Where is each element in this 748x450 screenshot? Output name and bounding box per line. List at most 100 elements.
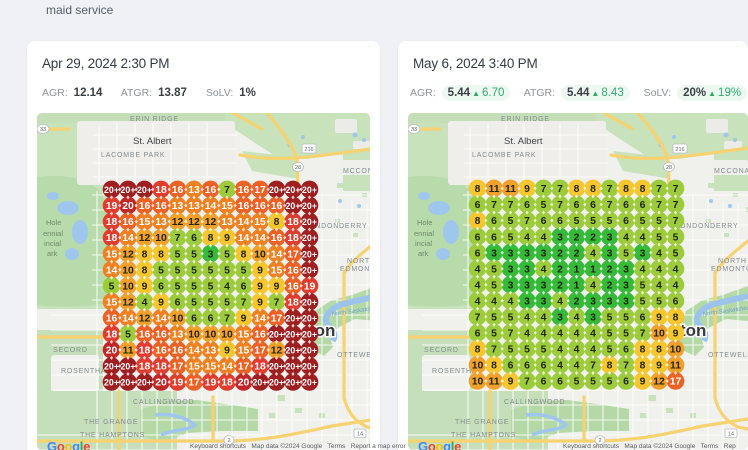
svg-text:15: 15	[106, 297, 118, 308]
svg-text:11: 11	[123, 346, 134, 357]
svg-text:20+: 20+	[253, 378, 268, 388]
svg-text:4: 4	[142, 297, 148, 308]
svg-text:5: 5	[191, 249, 197, 260]
svg-text:16: 16	[106, 314, 118, 325]
svg-text:20+: 20+	[302, 362, 317, 372]
svg-text:6: 6	[541, 216, 547, 227]
svg-text:7: 7	[541, 184, 547, 195]
svg-text:15: 15	[221, 201, 233, 212]
svg-text:15: 15	[188, 362, 200, 373]
svg-text:10: 10	[472, 377, 484, 388]
svg-text:7: 7	[274, 297, 280, 308]
svg-text:20+: 20+	[137, 185, 152, 195]
svg-text:9: 9	[257, 281, 263, 292]
svg-text:7: 7	[673, 216, 679, 227]
svg-text:16: 16	[155, 346, 167, 357]
svg-text:20+: 20+	[302, 265, 317, 275]
svg-text:14: 14	[106, 265, 118, 276]
svg-text:18: 18	[287, 217, 299, 228]
svg-text:16: 16	[271, 233, 283, 244]
svg-text:5: 5	[175, 281, 181, 292]
svg-text:20: 20	[122, 201, 134, 212]
svg-text:6: 6	[590, 200, 596, 211]
svg-text:19: 19	[106, 201, 118, 212]
svg-text:17: 17	[287, 249, 299, 260]
svg-text:5: 5	[508, 216, 514, 227]
svg-text:7: 7	[175, 233, 181, 244]
svg-text:3: 3	[541, 296, 547, 307]
svg-text:13: 13	[205, 346, 217, 357]
svg-text:5: 5	[524, 345, 530, 356]
svg-text:12: 12	[205, 217, 217, 228]
svg-text:1: 1	[590, 264, 596, 275]
svg-text:4: 4	[656, 280, 662, 291]
svg-text:4: 4	[574, 361, 580, 372]
svg-text:9: 9	[656, 361, 662, 372]
svg-text:7: 7	[607, 184, 613, 195]
svg-text:7: 7	[557, 184, 563, 195]
svg-text:16: 16	[254, 201, 266, 212]
svg-text:12: 12	[188, 217, 200, 228]
svg-text:5: 5	[656, 296, 662, 307]
svg-text:10: 10	[172, 314, 184, 325]
svg-text:11: 11	[489, 184, 500, 195]
svg-text:15: 15	[271, 265, 283, 276]
svg-text:4: 4	[524, 232, 530, 243]
svg-text:7: 7	[508, 200, 514, 211]
svg-text:2: 2	[574, 248, 580, 259]
svg-text:3: 3	[623, 296, 629, 307]
svg-text:8: 8	[640, 345, 646, 356]
svg-text:3: 3	[524, 280, 530, 291]
svg-text:2: 2	[590, 232, 596, 243]
svg-text:14: 14	[238, 233, 250, 244]
svg-text:20+: 20+	[269, 185, 284, 195]
svg-text:20+: 20+	[302, 330, 317, 340]
svg-text:3: 3	[607, 232, 613, 243]
svg-text:3: 3	[524, 296, 530, 307]
svg-text:10: 10	[122, 265, 134, 276]
svg-text:16: 16	[139, 201, 151, 212]
svg-text:7: 7	[224, 314, 230, 325]
svg-text:6: 6	[673, 296, 679, 307]
svg-text:7: 7	[590, 361, 596, 372]
svg-text:10: 10	[205, 330, 217, 341]
svg-text:10: 10	[472, 361, 484, 372]
svg-text:6: 6	[475, 200, 481, 211]
svg-text:16: 16	[155, 330, 167, 341]
svg-text:16: 16	[238, 185, 250, 196]
svg-text:18: 18	[155, 185, 167, 196]
svg-text:18: 18	[106, 330, 118, 341]
svg-text:9: 9	[508, 377, 514, 388]
svg-text:4: 4	[524, 329, 530, 340]
svg-text:5: 5	[175, 249, 181, 260]
svg-text:8: 8	[623, 184, 629, 195]
svg-text:16: 16	[254, 330, 266, 341]
svg-text:5: 5	[640, 216, 646, 227]
svg-text:3: 3	[524, 264, 530, 275]
svg-text:4: 4	[557, 361, 563, 372]
svg-text:6: 6	[175, 297, 181, 308]
svg-text:6: 6	[191, 233, 197, 244]
svg-text:4: 4	[541, 329, 547, 340]
svg-text:4: 4	[590, 345, 596, 356]
svg-text:5: 5	[125, 330, 131, 341]
svg-text:14: 14	[155, 314, 167, 325]
svg-text:18: 18	[139, 346, 151, 357]
svg-text:3: 3	[557, 313, 563, 324]
svg-text:5: 5	[508, 232, 514, 243]
svg-text:10: 10	[653, 329, 665, 340]
svg-text:16: 16	[139, 330, 151, 341]
svg-text:2: 2	[607, 280, 613, 291]
svg-text:2: 2	[557, 280, 563, 291]
svg-text:5: 5	[491, 264, 497, 275]
svg-text:5: 5	[491, 280, 497, 291]
svg-text:16: 16	[287, 265, 299, 276]
svg-text:9: 9	[274, 281, 280, 292]
svg-text:3: 3	[590, 296, 596, 307]
svg-text:7: 7	[524, 216, 530, 227]
svg-text:6: 6	[574, 200, 580, 211]
svg-text:6: 6	[623, 345, 629, 356]
svg-text:5: 5	[191, 297, 197, 308]
svg-text:10: 10	[155, 233, 167, 244]
svg-text:3: 3	[541, 280, 547, 291]
